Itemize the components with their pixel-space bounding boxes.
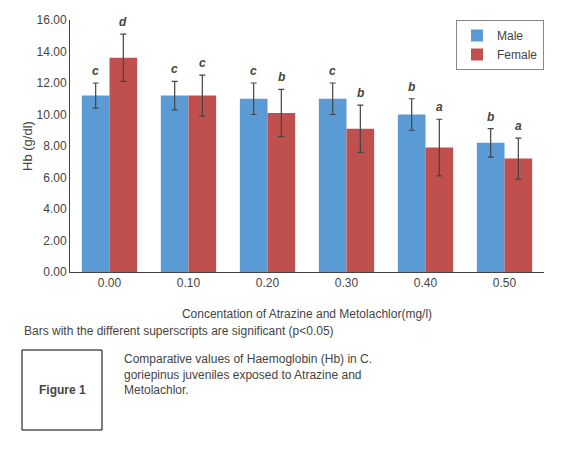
svg-text:Male: Male bbox=[497, 29, 523, 43]
svg-text:0.00: 0.00 bbox=[43, 265, 67, 279]
svg-text:c: c bbox=[92, 64, 99, 78]
svg-text:b: b bbox=[357, 86, 364, 100]
svg-text:Female: Female bbox=[497, 48, 537, 62]
svg-text:0.10: 0.10 bbox=[177, 276, 201, 290]
svg-text:b: b bbox=[487, 110, 494, 124]
svg-text:Comparative values of Haemoglo: Comparative values of Haemoglobin (Hb) i… bbox=[124, 352, 372, 397]
svg-text:0.50: 0.50 bbox=[493, 276, 517, 290]
svg-text:8.00: 8.00 bbox=[43, 139, 67, 153]
svg-text:0.40: 0.40 bbox=[414, 276, 438, 290]
svg-text:12.00: 12.00 bbox=[37, 76, 67, 90]
svg-text:Figure 1: Figure 1 bbox=[39, 383, 86, 397]
svg-text:d: d bbox=[119, 15, 127, 29]
svg-text:4.00: 4.00 bbox=[43, 202, 67, 216]
svg-text:c: c bbox=[171, 62, 178, 76]
svg-text:10.00: 10.00 bbox=[37, 108, 67, 122]
svg-text:14.00: 14.00 bbox=[37, 45, 67, 59]
svg-text:b: b bbox=[408, 80, 415, 94]
svg-text:2.00: 2.00 bbox=[43, 234, 67, 248]
svg-text:b: b bbox=[278, 70, 285, 84]
svg-text:0.20: 0.20 bbox=[256, 276, 280, 290]
svg-text:c: c bbox=[250, 64, 257, 78]
svg-text:a: a bbox=[436, 100, 443, 114]
svg-text:16.00: 16.00 bbox=[37, 13, 67, 27]
svg-text:c: c bbox=[329, 64, 336, 78]
svg-text:0.00: 0.00 bbox=[98, 276, 122, 290]
svg-text:Hb (g/dl): Hb (g/dl) bbox=[20, 121, 35, 171]
svg-text:Concentation of Atrazine and M: Concentation of Atrazine and Metolachlor… bbox=[182, 307, 432, 321]
svg-text:a: a bbox=[515, 119, 522, 133]
svg-text:Bars with the different supers: Bars with the different superscripts are… bbox=[24, 324, 334, 338]
svg-text:c: c bbox=[199, 56, 206, 70]
svg-text:6.00: 6.00 bbox=[43, 171, 67, 185]
svg-text:0.30: 0.30 bbox=[335, 276, 359, 290]
